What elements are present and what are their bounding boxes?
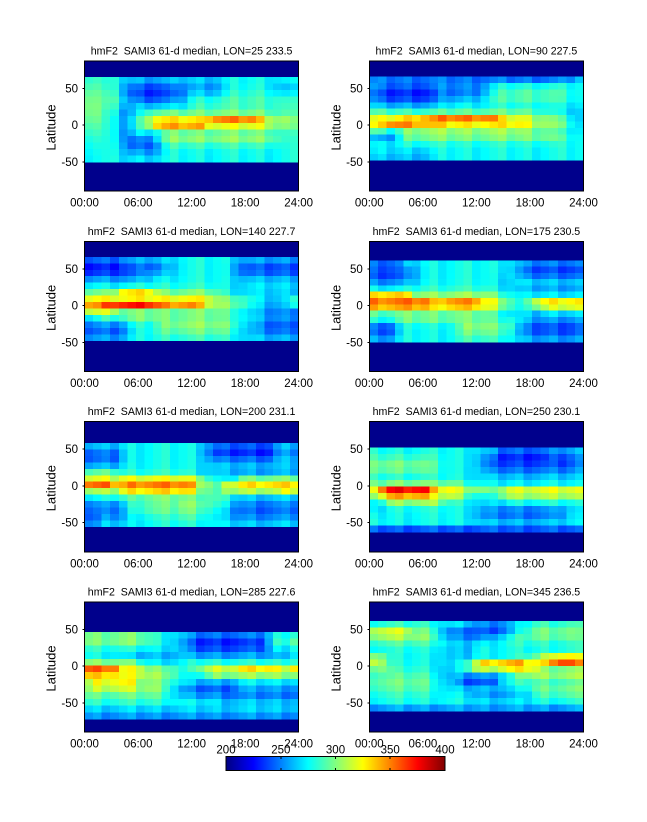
svg-text:00:00: 00:00	[70, 378, 99, 390]
svg-text:50: 50	[65, 625, 78, 637]
svg-text:06:00: 06:00	[124, 739, 153, 751]
svg-text:hmF2 SAMI3 61-d median, LON=2: hmF2 SAMI3 61-d median, LON=250 230.1	[373, 406, 581, 418]
svg-text:hmF2 SAMI3 61-d median, LON=1: hmF2 SAMI3 61-d median, LON=175 230.5	[373, 226, 581, 238]
svg-text:00:00: 00:00	[355, 739, 384, 751]
svg-text:-50: -50	[61, 698, 78, 710]
svg-text:06:00: 06:00	[124, 558, 153, 570]
svg-text:0: 0	[72, 661, 78, 673]
svg-text:0: 0	[356, 661, 362, 673]
svg-text:24:00: 24:00	[569, 378, 598, 390]
svg-text:12:00: 12:00	[462, 378, 491, 390]
svg-text:Latitude: Latitude	[44, 645, 59, 691]
svg-text:-50: -50	[61, 518, 78, 530]
svg-text:24:00: 24:00	[284, 378, 313, 390]
svg-text:24:00: 24:00	[284, 739, 313, 751]
svg-text:Latitude: Latitude	[44, 104, 59, 150]
svg-text:50: 50	[350, 444, 363, 456]
svg-text:hmF2 SAMI3 61-d median, LON=3: hmF2 SAMI3 61-d median, LON=345 236.5	[373, 587, 581, 599]
svg-text:24:00: 24:00	[569, 739, 598, 751]
svg-text:12:00: 12:00	[177, 378, 206, 390]
svg-text:12:00: 12:00	[177, 739, 206, 751]
svg-text:Latitude: Latitude	[328, 104, 343, 150]
svg-text:24:00: 24:00	[284, 558, 313, 570]
svg-text:50: 50	[350, 264, 363, 276]
svg-text:hmF2 SAMI3 61-d median, LON=1: hmF2 SAMI3 61-d median, LON=140 227.7	[88, 226, 296, 238]
svg-text:Latitude: Latitude	[328, 465, 343, 511]
svg-text:0: 0	[356, 120, 362, 132]
svg-text:300: 300	[326, 745, 345, 757]
svg-text:350: 350	[381, 745, 400, 757]
svg-text:Latitude: Latitude	[328, 285, 343, 331]
svg-text:00:00: 00:00	[355, 378, 384, 390]
svg-text:24:00: 24:00	[569, 198, 598, 210]
svg-text:hmF2 SAMI3 61-d median, LON=2: hmF2 SAMI3 61-d median, LON=200 231.1	[88, 406, 296, 418]
svg-text:18:00: 18:00	[516, 558, 545, 570]
svg-text:0: 0	[72, 481, 78, 493]
svg-text:0: 0	[72, 120, 78, 132]
svg-text:50: 50	[350, 84, 363, 96]
svg-text:-50: -50	[346, 337, 363, 349]
svg-text:06:00: 06:00	[124, 378, 153, 390]
svg-text:12:00: 12:00	[177, 558, 206, 570]
svg-text:-50: -50	[346, 698, 363, 710]
svg-text:12:00: 12:00	[177, 198, 206, 210]
svg-text:12:00: 12:00	[462, 198, 491, 210]
svg-text:00:00: 00:00	[70, 558, 99, 570]
svg-text:400: 400	[435, 745, 454, 757]
svg-text:18:00: 18:00	[231, 739, 260, 751]
svg-text:0: 0	[356, 481, 362, 493]
svg-text:12:00: 12:00	[462, 739, 491, 751]
svg-text:06:00: 06:00	[409, 198, 438, 210]
svg-text:200: 200	[216, 745, 235, 757]
svg-text:06:00: 06:00	[409, 739, 438, 751]
svg-text:00:00: 00:00	[355, 558, 384, 570]
svg-text:00:00: 00:00	[70, 198, 99, 210]
svg-text:hmF2 SAMI3 61-d median, LON=9: hmF2 SAMI3 61-d median, LON=90 227.5	[376, 46, 578, 58]
svg-text:18:00: 18:00	[516, 739, 545, 751]
svg-text:50: 50	[65, 84, 78, 96]
svg-text:hmF2 SAMI3 61-d median, LON=2: hmF2 SAMI3 61-d median, LON=25 233.5	[91, 46, 293, 58]
svg-text:250: 250	[271, 745, 290, 757]
svg-text:-50: -50	[346, 518, 363, 530]
svg-text:18:00: 18:00	[231, 378, 260, 390]
svg-text:18:00: 18:00	[516, 378, 545, 390]
svg-text:06:00: 06:00	[409, 378, 438, 390]
svg-text:18:00: 18:00	[231, 558, 260, 570]
svg-text:50: 50	[65, 264, 78, 276]
svg-text:Latitude: Latitude	[44, 285, 59, 331]
svg-text:-50: -50	[346, 157, 363, 169]
svg-text:24:00: 24:00	[569, 558, 598, 570]
svg-text:hmF2 SAMI3 61-d median, LON=2: hmF2 SAMI3 61-d median, LON=285 227.6	[88, 587, 296, 599]
svg-text:06:00: 06:00	[409, 558, 438, 570]
svg-text:12:00: 12:00	[462, 558, 491, 570]
svg-text:00:00: 00:00	[70, 739, 99, 751]
svg-text:24:00: 24:00	[284, 198, 313, 210]
svg-text:18:00: 18:00	[231, 198, 260, 210]
svg-text:0: 0	[356, 301, 362, 313]
svg-text:00:00: 00:00	[355, 198, 384, 210]
svg-text:Latitude: Latitude	[328, 645, 343, 691]
svg-text:-50: -50	[61, 157, 78, 169]
svg-text:18:00: 18:00	[516, 198, 545, 210]
svg-text:Latitude: Latitude	[44, 465, 59, 511]
svg-text:0: 0	[72, 301, 78, 313]
svg-text:50: 50	[65, 444, 78, 456]
svg-text:50: 50	[350, 625, 363, 637]
svg-text:06:00: 06:00	[124, 198, 153, 210]
svg-text:-50: -50	[61, 337, 78, 349]
